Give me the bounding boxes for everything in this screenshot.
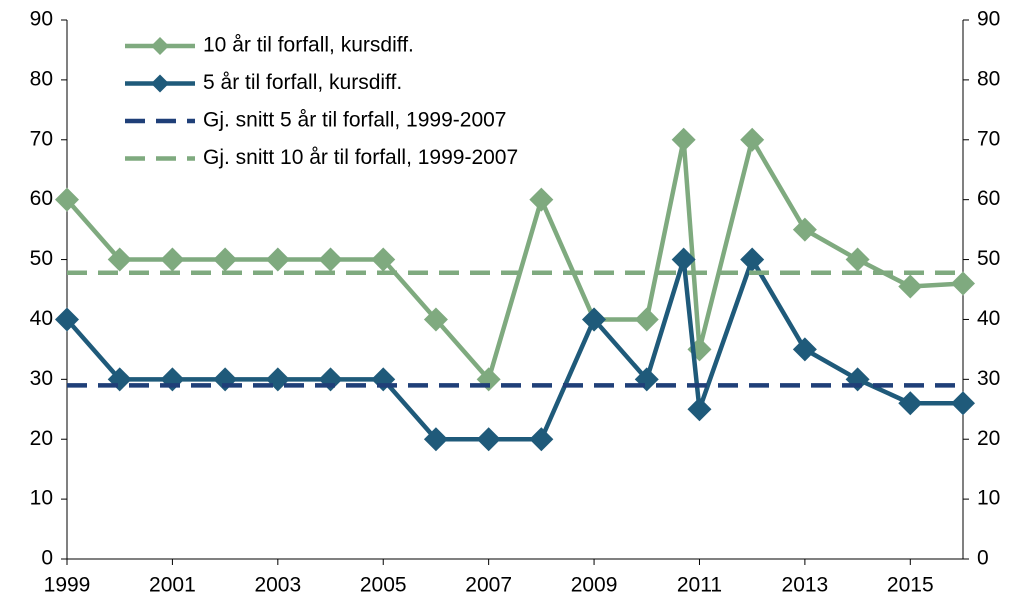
y-tick-label: 30 [30, 367, 53, 390]
y-tick-label: 20 [30, 427, 53, 450]
marker [898, 274, 923, 299]
marker [265, 247, 290, 272]
marker [898, 391, 923, 416]
y2-tick-label: 60 [977, 187, 1000, 210]
marker [371, 247, 396, 272]
marker [529, 427, 554, 452]
y2-tick-label: 30 [977, 367, 1000, 390]
legend-label: 10 år til forfall, kursdiff. [203, 34, 414, 57]
marker [845, 367, 870, 392]
x-tick-label: 2005 [360, 574, 407, 597]
marker [845, 247, 870, 272]
x-tick-label: 2013 [782, 574, 829, 597]
marker [476, 427, 501, 452]
series-line [65, 137, 964, 382]
marker [740, 127, 765, 152]
x-tick-label: 2011 [677, 574, 722, 597]
marker [671, 247, 696, 272]
legend-label: Gj. snitt 5 år til forfall, 1999-2007 [203, 109, 507, 132]
marker [55, 307, 79, 332]
x-tick-label: 2009 [571, 574, 618, 597]
marker [951, 271, 975, 296]
x-tick-label: 2001 [149, 574, 196, 597]
x-tick-label: 2003 [254, 574, 301, 597]
y2-tick-label: 10 [977, 487, 1000, 510]
marker [423, 427, 448, 452]
y2-tick-label: 70 [977, 127, 1000, 150]
legend-label: Gj. snitt 10 år til forfall, 1999-2007 [203, 146, 518, 169]
marker [265, 367, 290, 392]
y-tick-label: 80 [30, 67, 53, 90]
x-tick-label: 2007 [465, 574, 512, 597]
marker [318, 367, 343, 392]
marker [792, 217, 817, 242]
y2-tick-label: 80 [977, 67, 1000, 90]
marker [107, 247, 132, 272]
legend-marker [151, 37, 169, 55]
marker [318, 247, 343, 272]
y2-tick-label: 0 [977, 547, 989, 570]
legend-label: 5 år til forfall, kursdiff. [203, 71, 402, 94]
y2-tick-label: 90 [977, 8, 1000, 31]
y2-tick-label: 40 [977, 307, 1000, 330]
marker [740, 247, 765, 272]
x-tick-label: 1999 [44, 574, 91, 597]
y-tick-label: 0 [41, 547, 53, 570]
marker [582, 307, 607, 332]
x-tick-label: 2015 [887, 574, 934, 597]
y-tick-label: 10 [30, 487, 53, 510]
marker [160, 367, 185, 392]
marker [55, 187, 79, 212]
marker [423, 307, 448, 332]
marker [951, 391, 975, 416]
marker [213, 247, 238, 272]
y-tick-label: 50 [30, 247, 53, 270]
marker [160, 247, 185, 272]
marker [634, 307, 659, 332]
marker [529, 187, 554, 212]
y-tick-label: 70 [30, 127, 53, 150]
y-tick-label: 90 [30, 8, 53, 31]
marker [687, 397, 712, 422]
marker [213, 367, 238, 392]
y2-tick-label: 20 [977, 427, 1000, 450]
legend-marker [151, 74, 169, 93]
y-tick-label: 40 [30, 307, 53, 330]
y2-tick-label: 50 [977, 247, 1000, 270]
marker [671, 127, 696, 152]
marker [792, 337, 817, 362]
y-tick-label: 60 [30, 187, 53, 210]
